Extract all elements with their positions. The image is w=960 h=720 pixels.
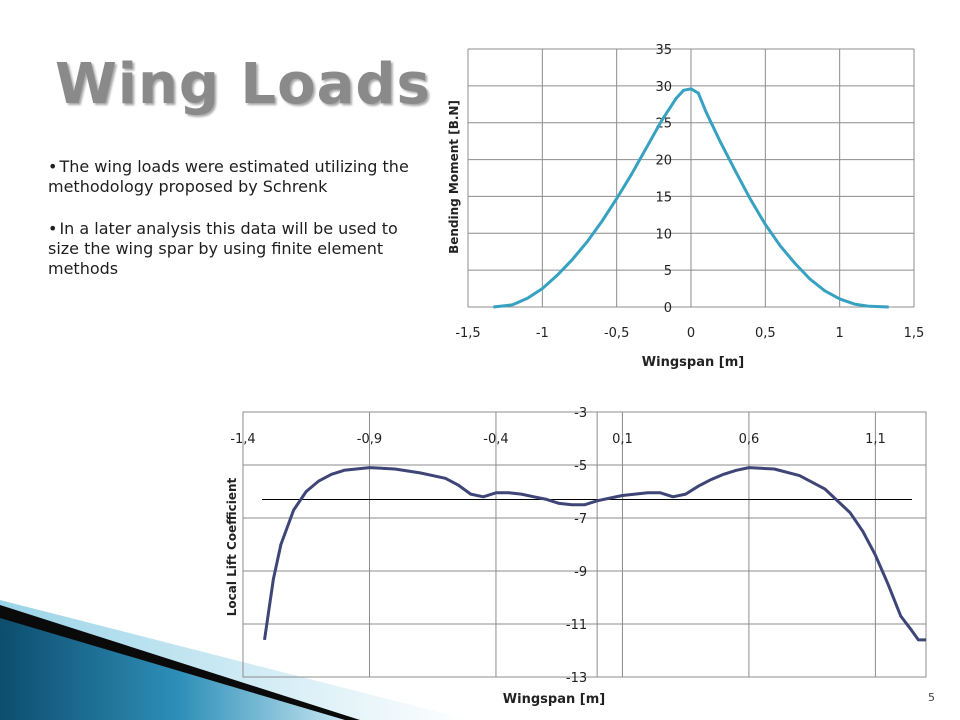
lift-chart-y-tick-label: -3 [574,406,587,421]
bending-chart-grid [467,48,915,308]
bending-chart-y-tick-label: 15 [655,190,672,205]
lift-chart-x-tick-label: 0,6 [739,432,760,447]
lift-chart-y-axis-label: Local Lift Coefficient [225,477,239,616]
bending-chart-y-tick-label: 10 [655,227,672,242]
lift-chart-x-tick-label: 0,1 [612,432,633,447]
bending-chart-x-tick-label: 0 [687,326,695,341]
lift-chart-y-tick-label: -5 [574,459,587,474]
bending-chart-x-tick-label: -0,5 [604,326,629,341]
bullet-text: The wing loads were estimated utilizing … [48,157,409,196]
bending-chart-x-axis-label: Wingspan [m] [642,355,744,370]
lift-chart-x-axis-label: Wingspan [m] [503,692,605,707]
lift-chart-y-tick-label: -9 [574,565,587,580]
lift-chart-y-tick-label: -7 [574,512,587,527]
lift-chart-y-ticks: -3 -5 -7 -9 -11 -13 [566,406,587,686]
slide-number: 5 [928,691,935,704]
bending-chart-y-tick-label: 5 [664,264,672,279]
lift-chart-y-tick-label: -13 [566,671,587,686]
bending-chart-x-tick-label: 1,5 [904,326,925,341]
bullet-item: • In a later analysis this data will be u… [48,219,410,279]
lift-chart-x-tick-label: 1,1 [865,432,886,447]
lift-chart-x-ticks: -1,4 -0,9 -0,4 0,1 0,6 1,1 [230,432,885,447]
bending-chart-y-tick-label: 20 [655,154,672,169]
bending-chart-y-tick-label: 25 [655,117,672,132]
bullet-icon: • [48,157,58,176]
bullet-icon: • [48,219,58,238]
lift-chart-x-tick-label: -1,4 [230,432,255,447]
bending-chart-x-ticks: -1,5 -1 -0,5 0 0,5 1 1,5 [455,326,924,341]
lift-chart-x-tick-label: -0,9 [357,432,382,447]
lift-chart-y-tick-label: -11 [566,618,587,633]
bending-chart-y-tick-label: 35 [655,43,672,58]
bending-chart-y-axis-label: Bending Moment [B.N] [447,100,461,254]
bullet-text: In a later analysis this data will be us… [48,219,398,278]
bending-chart-x-tick-label: -1 [536,326,549,341]
bending-chart-x-tick-label: 0,5 [755,326,776,341]
bending-chart-y-tick-label: 0 [664,301,672,316]
lift-coefficient-series-line [263,466,926,642]
lift-chart-x-tick-label: -0,4 [483,432,508,447]
bending-chart-y-tick-label: 30 [655,80,672,95]
lift-chart-grid [242,411,927,678]
bullet-item: • The wing loads were estimated utilizing… [48,157,410,197]
lift-chart-plot-frame [242,411,927,678]
bending-moment-series-line [493,87,889,309]
bending-chart-y-ticks: 0 5 10 15 20 25 30 35 [655,43,672,316]
bullet-list: • The wing loads were estimated utilizing… [48,157,410,301]
slide-title: Wing Loads [55,52,431,117]
bending-chart-x-tick-label: 1 [836,326,844,341]
bending-chart-x-tick-label: -1,5 [455,326,480,341]
